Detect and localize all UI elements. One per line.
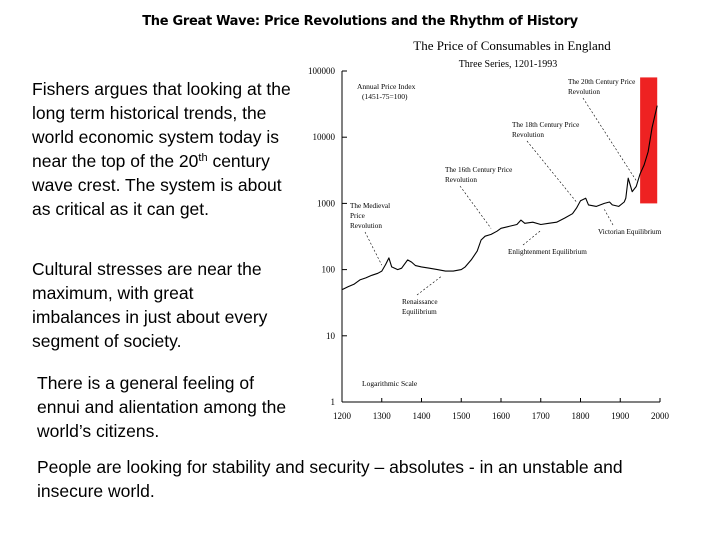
scale-label: Logarithmic Scale — [362, 379, 418, 388]
y-tick-label: 1000 — [317, 198, 336, 208]
chart-axes: 100000 10000 1000 100 10 1 1200 1300 1400 1500 160… — [308, 66, 670, 421]
annotation-leader — [604, 209, 614, 226]
paragraph-fisher-text-a: Fishers argues that looking at the long … — [32, 79, 291, 171]
paragraph-cultural-stress: Cultural stresses are near the maximum, … — [32, 259, 268, 351]
y-tick-label: 100 — [322, 265, 336, 275]
chart-subtitle: Three Series, 1201-1993 — [459, 59, 558, 70]
x-tick-label: 1400 — [413, 411, 432, 421]
x-tick-label: 1600 — [492, 411, 511, 421]
price-chart: The Price of Consumables in England Thre… — [308, 38, 670, 421]
x-tick-label: 1300 — [373, 411, 392, 421]
paragraph-fisher-text-b: century wave crest. The system is about … — [32, 151, 282, 219]
annotation-label: Revolution — [512, 131, 544, 139]
y-tick-label: 10000 — [313, 132, 336, 142]
y-tick-label: 1 — [331, 397, 336, 407]
y-tick-label: 100000 — [308, 66, 336, 76]
annotation-label: Equilibrium — [402, 308, 437, 316]
highlight-band — [640, 77, 658, 204]
chart-title: The Price of Consumables in England — [413, 38, 611, 53]
annotation-leader — [582, 97, 637, 181]
annotation-label: The 20th Century Price — [568, 78, 635, 86]
annotation-label: The Medieval — [350, 202, 390, 210]
series-base-label: (1451-75=100) — [362, 92, 408, 101]
annotation-label: Revolution — [350, 222, 382, 230]
superscript-th: th — [198, 152, 208, 164]
annotation-label: Victorian Equilibrium — [598, 228, 662, 236]
annotation-leader — [459, 185, 492, 229]
annotation-label: Revolution — [445, 176, 477, 184]
annotation-label: Price — [350, 212, 365, 220]
x-tick-label: 1500 — [452, 411, 471, 421]
paragraph-ennui: There is a general feeling of ennui and … — [37, 373, 287, 441]
annotation-label: Renaissance — [402, 298, 438, 306]
paragraph-stability: People are looking for stability and sec… — [37, 457, 623, 501]
x-tick-label: 1200 — [333, 411, 352, 421]
annotation-label: The 18th Century Price — [512, 121, 579, 129]
y-tick-label: 10 — [326, 331, 336, 341]
annotation-layer: The Medieval Price Revolution Renaissance Eq… — [350, 78, 662, 316]
annotation-leader — [522, 230, 541, 246]
x-tick-label: 2000 — [651, 411, 670, 421]
annotation-label: Revolution — [568, 88, 600, 96]
annotation-label: Enlightenment Equilibrium — [508, 248, 587, 256]
annotation-leader — [364, 231, 383, 266]
series-label: Annual Price Index — [357, 82, 416, 91]
x-tick-label: 1700 — [532, 411, 551, 421]
annotation-leader — [416, 276, 442, 296]
x-tick-label: 1900 — [611, 411, 630, 421]
x-tick-label: 1800 — [572, 411, 591, 421]
slide-title: The Great Wave: Price Revolutions and th… — [142, 14, 578, 29]
annotation-label: The 16th Century Price — [445, 166, 512, 174]
price-series-line — [342, 105, 658, 290]
paragraph-fisher: Fishers argues that looking at the long … — [32, 77, 294, 221]
annotation-leader — [526, 140, 577, 203]
